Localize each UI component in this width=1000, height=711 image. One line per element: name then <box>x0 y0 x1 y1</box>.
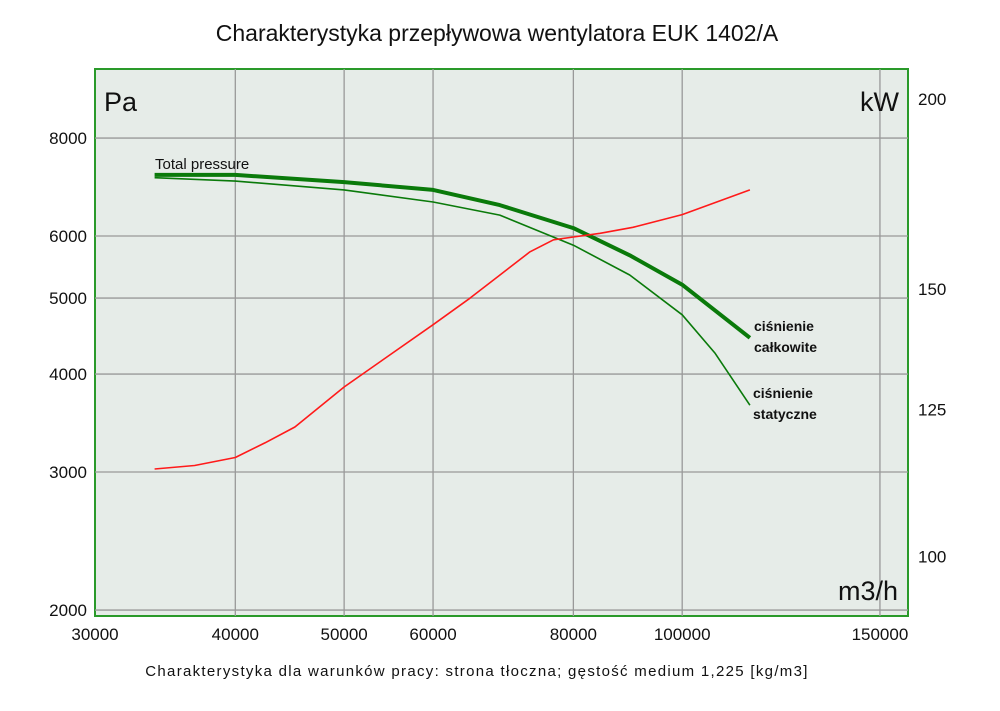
x-tick-label: 60000 <box>409 625 456 644</box>
y-tick-label: 3000 <box>49 463 87 482</box>
label-static-line1: ciśnienie <box>753 385 813 401</box>
series-line-ciśnienie-całkowite <box>154 172 752 340</box>
y2-tick-label: 150 <box>918 280 946 299</box>
grid <box>95 69 908 616</box>
y-tick-label: 5000 <box>49 289 87 308</box>
y-tick-label: 2000 <box>49 601 87 620</box>
x-tick-label: 50000 <box>320 625 367 644</box>
label-total-line2: całkowite <box>754 339 817 355</box>
chart-title: Charakterystyka przepływowa wentylatora … <box>216 20 779 46</box>
x-tick-label: 150000 <box>852 625 909 644</box>
chart-subtitle: Charakterystyka dla warunków pracy: stro… <box>145 663 808 680</box>
x-axis-ticks: 30000 40000 50000 60000 80000 100000 150000 <box>71 625 908 644</box>
y2-axis-ticks: 100 125 150 200 <box>918 90 946 567</box>
series-lines <box>154 172 752 470</box>
label-static-line2: statyczne <box>753 406 817 422</box>
x-tick-label: 100000 <box>654 625 711 644</box>
y2-tick-label: 125 <box>918 400 946 419</box>
x-tick-label: 30000 <box>71 625 118 644</box>
plot-area <box>94 68 909 617</box>
y2-tick-label: 200 <box>918 90 946 109</box>
x-axis-unit: m3/h <box>838 576 898 606</box>
label-total-line1: ciśnienie <box>754 318 814 334</box>
x-tick-label: 40000 <box>212 625 259 644</box>
y-tick-label: 6000 <box>49 227 87 246</box>
y-axis-unit: Pa <box>104 87 138 117</box>
y2-tick-label: 100 <box>918 548 946 567</box>
series-line-moc <box>154 189 751 470</box>
y-axis-ticks: 2000 3000 4000 5000 6000 8000 <box>49 129 87 620</box>
y-tick-label: 8000 <box>49 129 87 148</box>
y2-axis-unit: kW <box>860 87 900 117</box>
y-tick-label: 4000 <box>49 365 87 384</box>
series-line-ciśnienie-statyczne <box>154 176 751 406</box>
x-tick-label: 80000 <box>550 625 597 644</box>
annotation-total-pressure: Total pressure <box>155 156 249 173</box>
